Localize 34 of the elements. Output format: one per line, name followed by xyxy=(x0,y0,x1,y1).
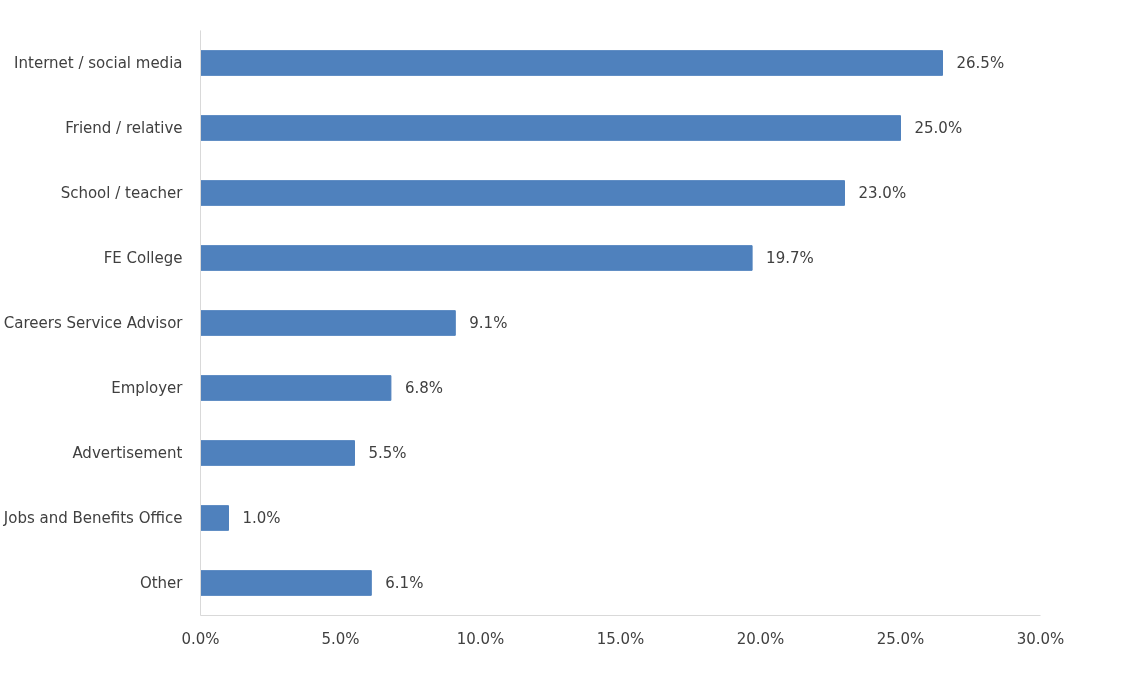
bar xyxy=(200,115,901,141)
y-tick-label: Other xyxy=(139,574,184,592)
y-tick-label: Friend / relative xyxy=(65,119,183,137)
data-label: 9.1% xyxy=(469,314,508,332)
y-tick-label: FE College xyxy=(103,249,183,267)
bar xyxy=(200,375,392,401)
x-tick-label: 5.0% xyxy=(321,629,360,648)
y-tick-label: Advertisement xyxy=(72,444,183,462)
x-tick-label: 0.0% xyxy=(181,629,220,648)
x-tick-label: 20.0% xyxy=(736,629,785,648)
data-label: 5.5% xyxy=(368,444,407,462)
data-label: 23.0% xyxy=(858,184,907,202)
data-label: 6.8% xyxy=(404,379,444,397)
bar xyxy=(200,310,456,336)
bar xyxy=(200,570,372,596)
bar xyxy=(200,440,355,466)
x-tick-label: 25.0% xyxy=(876,629,925,648)
bar xyxy=(200,505,229,531)
y-tick-label: Jobs and Benefits Office xyxy=(2,509,183,527)
x-tick-label: 10.0% xyxy=(456,629,505,648)
x-tick-label: 15.0% xyxy=(596,629,645,648)
bar xyxy=(200,180,845,206)
x-tick-label: 30.0% xyxy=(1016,629,1065,648)
data-label: 6.1% xyxy=(385,574,424,592)
data-label: 25.0% xyxy=(914,119,963,137)
bar xyxy=(200,50,943,76)
y-tick-label: Employer xyxy=(111,379,184,397)
bar xyxy=(200,245,753,271)
y-tick-label: School / teacher xyxy=(60,184,184,202)
y-tick-label: Internet / social media xyxy=(14,54,183,72)
data-label: 1.0% xyxy=(242,509,281,527)
y-tick-label: Careers Service Advisor xyxy=(3,314,184,332)
data-label: 26.5% xyxy=(956,54,1005,72)
data-label: 19.7% xyxy=(766,249,814,267)
